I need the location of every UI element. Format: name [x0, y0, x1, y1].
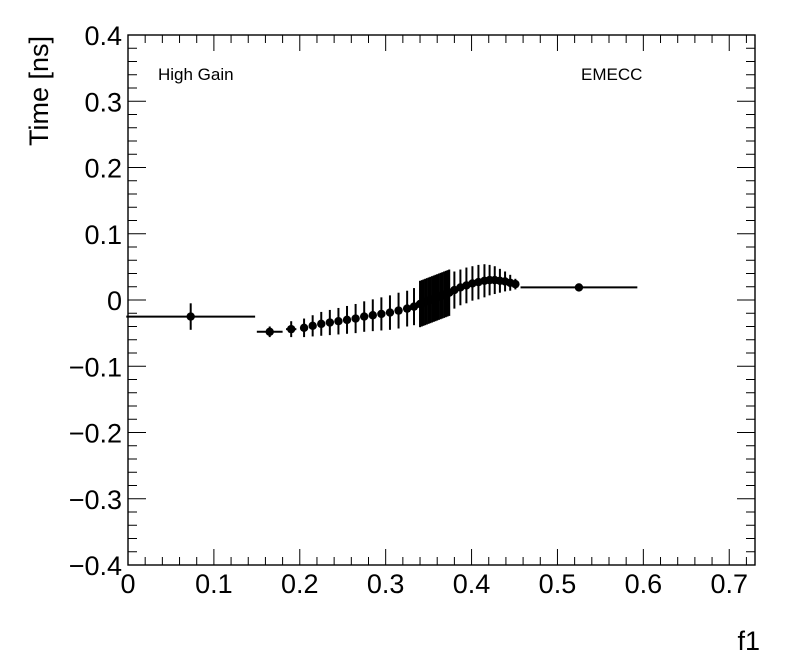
data-point	[186, 312, 195, 321]
data-point	[394, 306, 403, 315]
data-point	[265, 327, 274, 336]
data-point	[308, 321, 317, 331]
data-point	[299, 323, 309, 333]
y-tick-label: 0.3	[84, 87, 122, 117]
data-point	[385, 308, 395, 317]
x-tick-label: 0.1	[195, 569, 233, 599]
y-tick-label: −0.1	[69, 352, 122, 382]
data-point	[574, 283, 584, 292]
data-point	[286, 324, 296, 334]
data-point	[334, 317, 343, 326]
data-point	[317, 319, 326, 329]
x-tick-label: 0.5	[539, 569, 577, 599]
y-tick-label: 0.1	[84, 220, 122, 250]
x-axis-title: f1	[737, 626, 760, 656]
axis-ticks	[127, 34, 755, 566]
data-series	[126, 264, 638, 338]
x-tick-labels: 0 0.1 0.2 0.3 0.4 0.5 0.6 0.7	[120, 569, 748, 599]
y-tick-label: −0.4	[69, 551, 122, 581]
y-tick-label: 0.2	[84, 154, 122, 184]
data-point	[342, 315, 352, 325]
data-point	[511, 279, 520, 289]
plot-frame	[127, 34, 756, 566]
data-point	[359, 312, 369, 321]
annotation-high-gain: High Gain	[158, 65, 234, 84]
y-tick-label: −0.2	[69, 419, 122, 449]
x-tick-label: 0.3	[367, 569, 405, 599]
y-tick-label: −0.3	[69, 485, 122, 515]
x-tick-label: 0.7	[710, 569, 748, 599]
data-point	[351, 314, 360, 323]
data-point	[377, 309, 386, 319]
x-tick-label: 0	[120, 569, 135, 599]
data-point	[368, 311, 377, 320]
x-tick-label: 0.4	[453, 569, 491, 599]
x-tick-label: 0.2	[281, 569, 319, 599]
data-point	[325, 318, 335, 327]
annotation-emecc: EMECC	[581, 65, 642, 84]
y-axis-title: Time [ns]	[24, 36, 54, 146]
data-point	[402, 304, 412, 313]
y-tick-label: 0.4	[84, 21, 122, 51]
y-tick-label: 0	[107, 286, 122, 316]
x-tick-label: 0.6	[625, 569, 663, 599]
y-tick-labels: −0.4 −0.3 −0.2 −0.1 0 0.1 0.2 0.3 0.4	[69, 21, 122, 581]
